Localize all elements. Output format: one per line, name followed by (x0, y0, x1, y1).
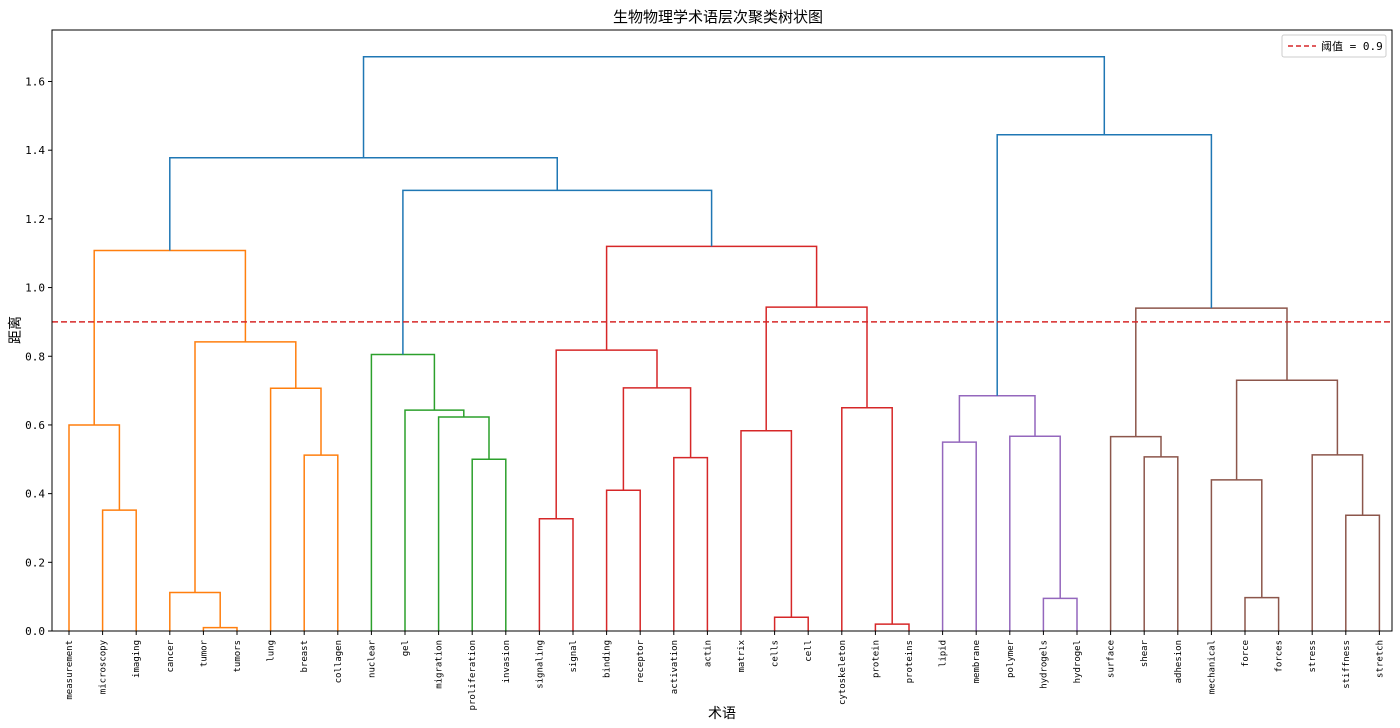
leaf-label-signal: signal (569, 640, 579, 673)
dendrogram-link-31 (1244, 596, 1280, 631)
dendrogram-link-24 (169, 157, 558, 251)
leaf-label-hydrogel: hydrogel (1073, 640, 1083, 683)
dendrogram-link-0 (101, 509, 137, 631)
dendrogram-link-21 (765, 306, 868, 431)
dendrogram-link-15 (622, 387, 692, 491)
dendrogram-link-3 (169, 591, 221, 631)
leaf-label-nuclear: nuclear (367, 639, 377, 678)
x-axis-label: 术语 (708, 706, 736, 722)
leaf-label-actin: actin (703, 640, 713, 667)
leaf-label-measurement: measurement (65, 640, 75, 700)
leaf-label-surface: surface (1107, 640, 1117, 678)
leaf-label-proliferation: proliferation (468, 640, 478, 710)
legend: 阈值 = 0.9 (1281, 34, 1387, 58)
leaf-label-cell: cell (804, 640, 814, 662)
leaf-label-stretch: stretch (1375, 640, 1385, 678)
dendrogram-link-7 (93, 249, 247, 425)
leaf-label-stress: stress (1308, 640, 1318, 673)
dendrogram-link-12 (538, 517, 574, 631)
leaf-label-cells: cells (771, 640, 781, 667)
leaf-label-polymer: polymer (1006, 639, 1016, 678)
y-tick-label-5: 1.0 (25, 282, 45, 295)
dendrogram-link-38 (362, 56, 1106, 158)
leaf-label-lung: lung (267, 640, 277, 662)
leaf-label-membrane: membrane (972, 640, 982, 683)
leaf-label-breast: breast (300, 640, 310, 673)
leaf-label-hydrogels: hydrogels (1039, 640, 1049, 689)
leaf-label-signaling: signaling (535, 640, 545, 689)
dendrogram-link-27 (1009, 435, 1061, 631)
y-tick-label-4: 0.8 (25, 350, 45, 363)
dendrogram-link-36 (1135, 307, 1288, 437)
dendrogram-link-20 (841, 407, 893, 631)
dendrogram-link-8 (471, 458, 507, 631)
dendrogram-link-1 (68, 424, 121, 631)
leaf-label-imaging: imaging (132, 640, 142, 678)
y-tick-label-7: 1.4 (25, 144, 45, 157)
y-axis: 0.0 0.2 0.4 0.6 0.8 1.0 1.2 1.4 1.6 (25, 76, 52, 638)
leaf-label-binding: binding (603, 640, 613, 678)
dendrogram-link-34 (1311, 454, 1364, 631)
dendrogram-link-6 (194, 341, 297, 593)
dendrogram-link-13 (605, 489, 641, 631)
dendrogram-link-25 (941, 441, 977, 631)
leaf-label-cancer: cancer (166, 639, 176, 672)
leaf-label-activation: activation (670, 640, 680, 694)
dendrogram-link-9 (437, 416, 490, 631)
dendrogram-link-32 (1210, 479, 1263, 631)
dendrogram-link-4 (303, 454, 339, 631)
dendrogram-link-14 (673, 456, 709, 631)
dendrogram-link-18 (740, 430, 793, 631)
leaf-label-tumor: tumor (199, 639, 209, 667)
leaf-label-mechanical: mechanical (1207, 640, 1217, 694)
leaf-label-cytoskeleton: cytoskeleton (838, 640, 848, 705)
dendrogram-link-10 (404, 409, 465, 631)
dendrogram-link-2 (202, 626, 238, 631)
y-tick-label-8: 1.6 (25, 76, 45, 89)
y-tick-label-3: 0.6 (25, 419, 45, 432)
leaf-label-collagen: collagen (334, 640, 344, 683)
leaf-label-force: force (1241, 640, 1251, 667)
y-tick-label-1: 0.2 (25, 556, 45, 569)
dendrogram-link-29 (1143, 456, 1179, 631)
leaf-label-stiffness: stiffness (1342, 640, 1352, 689)
dendrogram-link-17 (773, 616, 809, 631)
y-tick-label-0: 0.0 (25, 625, 45, 638)
legend-box (1281, 34, 1387, 58)
leaf-label-proteins: proteins (905, 640, 915, 683)
dendrogram-link-35 (1235, 379, 1339, 480)
leaf-label-lipid: lipid (939, 640, 949, 667)
y-axis-label: 距离 (7, 316, 24, 344)
y-tick-label-6: 1.2 (25, 213, 45, 226)
leaf-label-tumors: tumors (233, 640, 243, 673)
leaf-label-migration: migration (435, 640, 445, 689)
dendrogram-link-33 (1345, 514, 1381, 631)
dendrogram-link-37 (996, 133, 1213, 396)
dendrogram-links (68, 56, 1381, 631)
dendrogram-link-11 (370, 353, 436, 631)
dendrogram-link-28 (958, 395, 1036, 443)
dendrogram-link-30 (1109, 435, 1162, 631)
leaf-label-forces: forces (1275, 640, 1285, 673)
leaf-label-invasion: invasion (502, 640, 512, 683)
leaf-label-gel: gel (401, 640, 411, 656)
dendrogram-link-5 (269, 387, 322, 631)
leaf-label-adhesion: adhesion (1174, 640, 1184, 683)
leaf-label-microscopy: microscopy (99, 639, 109, 694)
dendrogram-link-26 (1042, 597, 1078, 631)
x-axis: measurement microscopy imaging cancer tumor t… (65, 631, 1385, 710)
dendrogram-link-23 (402, 189, 713, 355)
leaf-label-matrix: matrix (737, 639, 747, 672)
dendrogram-link-19 (874, 623, 910, 631)
chart-title: 生物物理学术语层次聚类树状图 (613, 8, 823, 26)
y-tick-label-2: 0.4 (25, 488, 45, 501)
plot-frame (51, 29, 1393, 632)
leaf-label-protein: protein (871, 640, 881, 678)
legend-entry-threshold: 阈值 = 0.9 (1321, 39, 1383, 53)
leaf-label-shear: shear (1140, 639, 1150, 667)
dendrogram-link-22 (605, 245, 818, 351)
leaf-label-receptor: receptor (636, 639, 646, 683)
